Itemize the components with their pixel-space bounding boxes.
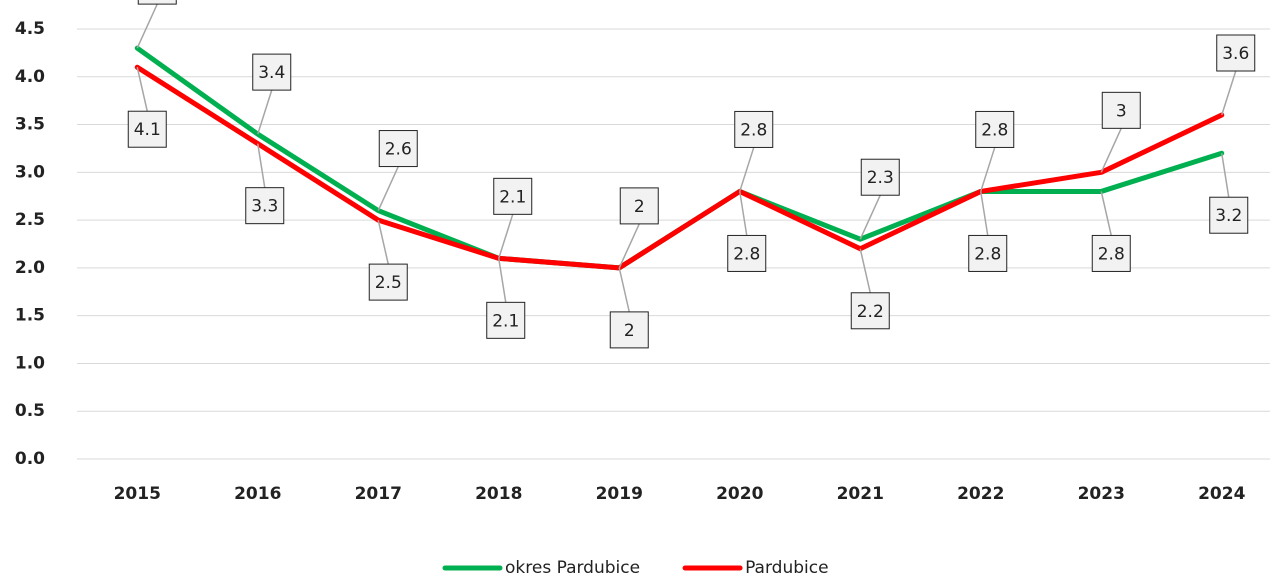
data-label: 2: [624, 321, 635, 341]
data-label-box: [245, 187, 285, 225]
data-label-box: [860, 158, 900, 196]
data-label: 4.1: [134, 120, 161, 140]
data-label: 3.4: [258, 63, 285, 83]
y-tick-label: 0.5: [15, 401, 45, 421]
data-label-box: [486, 301, 526, 339]
leader-line: [136, 67, 148, 112]
series-line: [134, 45, 1225, 271]
data-label: 3.6: [1222, 44, 1249, 64]
data-label-box: [1216, 34, 1256, 72]
legend-label: Pardubice: [745, 558, 828, 577]
data-label: 2.8: [1098, 244, 1125, 264]
leader-line: [739, 191, 748, 236]
data-label-box: [1209, 196, 1249, 234]
y-tick-label: 1.0: [15, 353, 45, 373]
data-label-box: [975, 110, 1015, 148]
legend-label: okres Pardubice: [505, 558, 640, 577]
x-tick-label: 2021: [837, 484, 884, 504]
data-label: 2.8: [981, 120, 1008, 140]
y-tick-label: 2.5: [15, 210, 45, 230]
leader-line: [980, 147, 996, 192]
data-label-box: [727, 234, 767, 272]
x-tick-label: 2023: [1078, 484, 1125, 504]
leader-line: [1100, 128, 1122, 173]
data-label: 2.8: [974, 244, 1001, 264]
data-label-box: [1091, 234, 1131, 272]
leader-line: [980, 191, 989, 236]
y-tick-label: 1.5: [15, 306, 45, 326]
data-label: 3.2: [1215, 206, 1242, 226]
data-label: 2.8: [740, 120, 767, 140]
data-label-box: [368, 263, 408, 301]
data-label: 2.6: [385, 140, 412, 160]
leader-line: [257, 143, 266, 188]
x-tick-label: 2019: [596, 484, 643, 504]
y-tick-label: 4.0: [15, 67, 45, 87]
data-label-box: [850, 292, 890, 330]
x-tick-label: 2024: [1198, 484, 1245, 504]
leader-line: [498, 214, 514, 259]
leader-line: [498, 258, 507, 303]
data-label-box: [378, 130, 418, 168]
leader-line: [377, 219, 389, 265]
series-line: [134, 64, 1225, 271]
y-tick-label: 0.0: [15, 449, 45, 469]
y-tick-label: 2.0: [15, 258, 45, 278]
data-label-box: [1101, 91, 1141, 129]
data-label: 2.1: [492, 311, 519, 331]
x-tick-label: 2017: [355, 484, 402, 504]
data-label: 2.1: [499, 187, 526, 207]
data-label-box: [734, 110, 774, 148]
x-tick-label: 2016: [234, 484, 281, 504]
leader-line: [618, 267, 630, 313]
data-label: 3.3: [251, 197, 278, 217]
leader-line: [1221, 153, 1230, 198]
leader-line: [257, 89, 273, 135]
leader-line: [618, 223, 640, 269]
leader-line: [739, 147, 755, 192]
data-label: 3: [1116, 101, 1127, 121]
data-label-box: [968, 234, 1008, 272]
data-label: 2.8: [733, 244, 760, 264]
x-tick-label: 2022: [957, 484, 1004, 504]
leader-line: [136, 3, 158, 49]
x-tick-label: 2015: [114, 484, 161, 504]
data-label: 2.5: [375, 273, 402, 293]
y-tick-label: 3.5: [15, 115, 45, 135]
data-label-box: [619, 187, 659, 225]
leader-line: [1221, 70, 1237, 116]
data-label: 2: [634, 197, 645, 217]
x-tick-label: 2020: [716, 484, 763, 504]
data-label-box: [252, 53, 292, 91]
x-tick-label: 2018: [475, 484, 522, 504]
data-label-box: [137, 0, 177, 5]
data-label-box: [127, 110, 167, 148]
leader-line: [377, 166, 399, 211]
data-label: 2.3: [867, 168, 894, 188]
leader-line: [859, 194, 881, 240]
leader-line: [1100, 191, 1112, 236]
data-label-box: [609, 311, 649, 349]
y-tick-label: 3.0: [15, 162, 45, 182]
data-label-box: [493, 177, 533, 215]
leader-line: [859, 248, 871, 293]
y-tick-label: 4.5: [15, 19, 45, 39]
data-label: 2.2: [857, 302, 884, 322]
